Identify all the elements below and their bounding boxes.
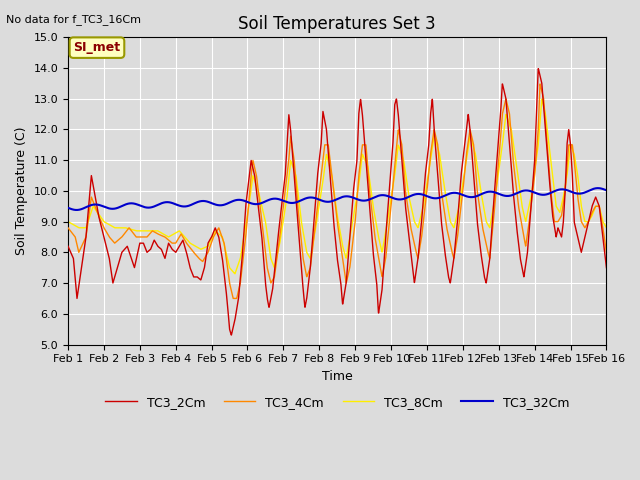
TC3_32Cm (126, 201, 134, 206)
TC3_2Cm (64, 243, 72, 249)
TC3_32Cm (64, 205, 72, 211)
TC3_2Cm (294, 222, 302, 228)
TC3_32Cm (594, 185, 602, 191)
X-axis label: Time: Time (322, 370, 353, 383)
Line: TC3_32Cm: TC3_32Cm (68, 188, 607, 210)
TC3_8Cm (603, 225, 611, 231)
TC3_2Cm (534, 71, 542, 76)
TC3_4Cm (271, 272, 278, 278)
TC3_4Cm (64, 225, 72, 231)
TC3_2Cm (228, 332, 236, 338)
TC3_8Cm (534, 144, 542, 149)
TC3_2Cm (603, 265, 611, 271)
TC3_8Cm (157, 230, 165, 236)
TC3_8Cm (593, 204, 600, 209)
TC3_8Cm (231, 271, 239, 276)
TC3_8Cm (271, 264, 278, 269)
Title: Soil Temperatures Set 3: Soil Temperatures Set 3 (239, 15, 436, 33)
TC3_32Cm (534, 191, 542, 197)
TC3_8Cm (64, 219, 72, 225)
TC3_32Cm (271, 196, 278, 202)
Text: No data for f_TC3_16Cm: No data for f_TC3_16Cm (6, 14, 141, 25)
TC3_4Cm (603, 250, 611, 255)
Y-axis label: Soil Temperature (C): Soil Temperature (C) (15, 127, 28, 255)
TC3_4Cm (593, 204, 600, 209)
TC3_8Cm (294, 190, 302, 196)
TC3_2Cm (593, 195, 600, 201)
TC3_4Cm (229, 296, 237, 301)
TC3_4Cm (125, 226, 133, 231)
TC3_4Cm (536, 81, 544, 87)
TC3_4Cm (157, 233, 165, 239)
TC3_8Cm (538, 96, 546, 102)
TC3_2Cm (534, 66, 542, 72)
Line: TC3_8Cm: TC3_8Cm (68, 99, 607, 274)
Text: SI_met: SI_met (74, 41, 120, 54)
TC3_32Cm (294, 199, 302, 204)
TC3_4Cm (534, 129, 542, 135)
TC3_2Cm (157, 246, 165, 252)
TC3_4Cm (294, 206, 302, 212)
Legend: TC3_2Cm, TC3_4Cm, TC3_8Cm, TC3_32Cm: TC3_2Cm, TC3_4Cm, TC3_8Cm, TC3_32Cm (100, 391, 574, 414)
TC3_32Cm (603, 187, 611, 193)
TC3_32Cm (157, 200, 165, 206)
Line: TC3_4Cm: TC3_4Cm (68, 84, 607, 299)
TC3_32Cm (73, 207, 81, 213)
Line: TC3_2Cm: TC3_2Cm (68, 69, 607, 335)
TC3_32Cm (592, 185, 600, 191)
TC3_8Cm (125, 226, 133, 232)
TC3_2Cm (271, 266, 278, 272)
TC3_2Cm (125, 250, 133, 255)
